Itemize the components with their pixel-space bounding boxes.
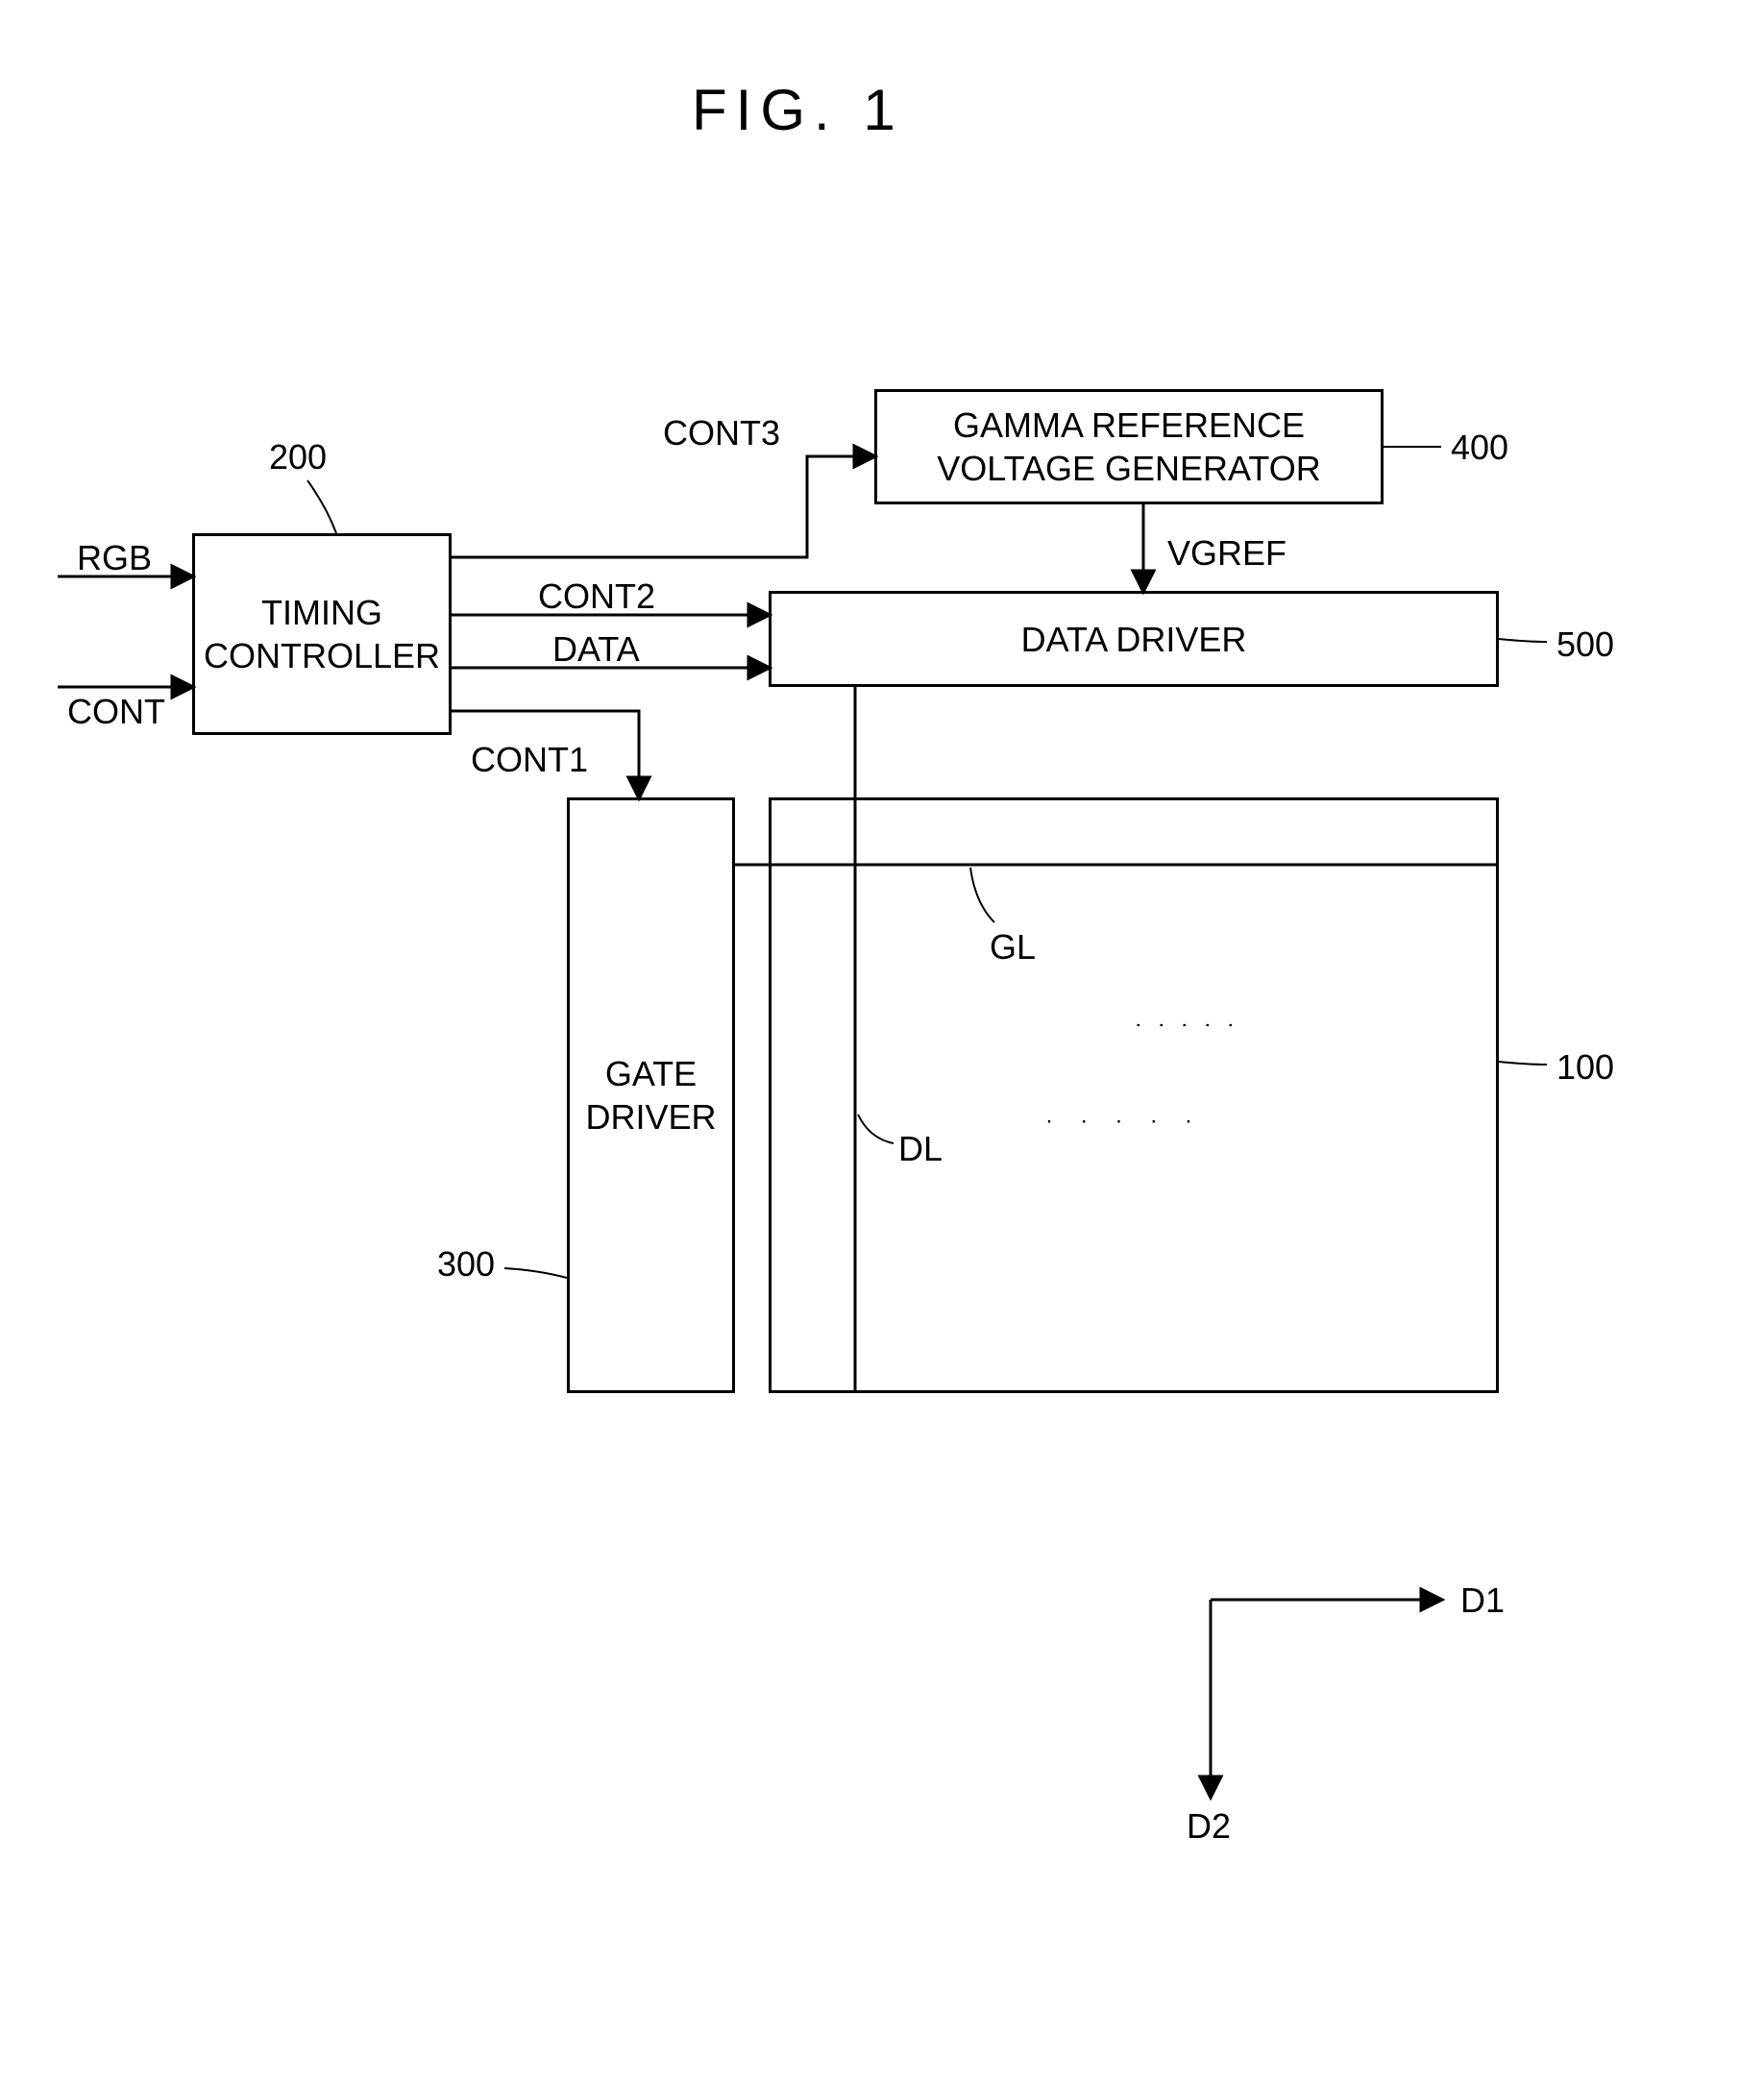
gl-label: GL: [990, 927, 1036, 968]
data-label: DATA: [552, 629, 640, 670]
ref-300: 300: [437, 1244, 495, 1285]
gamma-ref-block: GAMMA REFERENCE VOLTAGE GENERATOR: [874, 389, 1384, 504]
panel-dots-h: · · · · ·: [1045, 1108, 1203, 1135]
figure-title: FIG. 1: [692, 77, 904, 143]
d2-label: D2: [1187, 1806, 1231, 1847]
d1-label: D1: [1460, 1580, 1505, 1621]
dl-label: DL: [898, 1129, 943, 1169]
ref-200: 200: [269, 437, 327, 478]
cont-label: CONT: [67, 692, 165, 732]
cont2-label: CONT2: [538, 576, 655, 617]
panel-dots-v: ·····: [1127, 1021, 1242, 1031]
ref-500: 500: [1556, 625, 1614, 665]
display-panel-block: · · · · · ·····: [769, 797, 1499, 1393]
gate-driver-block: GATE DRIVER: [567, 797, 735, 1393]
timing-controller-block: TIMING CONTROLLER: [192, 533, 452, 735]
gamma-ref-text: GAMMA REFERENCE VOLTAGE GENERATOR: [937, 404, 1320, 490]
data-driver-block: DATA DRIVER: [769, 591, 1499, 687]
ref-400: 400: [1451, 428, 1508, 468]
rgb-label: RGB: [77, 538, 152, 578]
cont3-label: CONT3: [663, 413, 780, 453]
gate-driver-text: GATE DRIVER: [585, 1052, 716, 1139]
vgref-label: VGREF: [1167, 533, 1286, 574]
ref-100: 100: [1556, 1047, 1614, 1088]
data-driver-text: DATA DRIVER: [1021, 618, 1247, 661]
cont1-label: CONT1: [471, 740, 588, 780]
timing-controller-text: TIMING CONTROLLER: [204, 591, 440, 677]
